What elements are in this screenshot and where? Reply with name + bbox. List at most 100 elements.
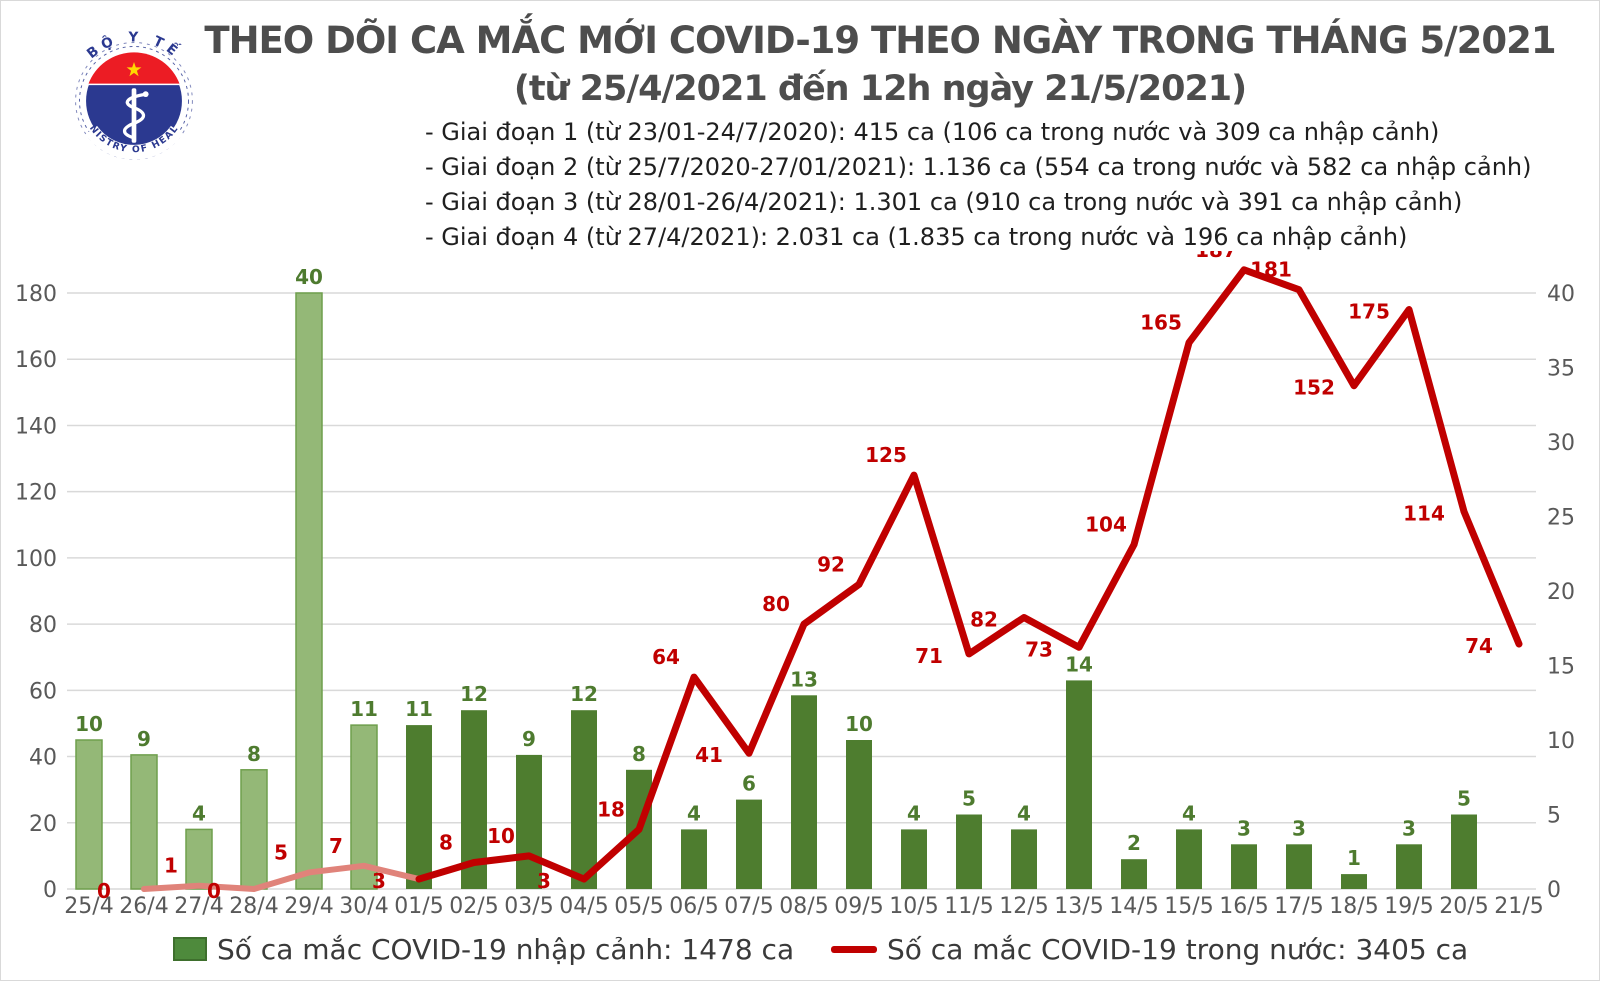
bar-value-label-25/4: 10 [75,712,103,736]
line-value-label-09/5: 92 [817,552,845,576]
bar-value-label-17/5: 3 [1292,816,1306,840]
line-value-label-19/5: 175 [1348,300,1390,324]
line-value-label-21/5: 74 [1465,634,1493,658]
bar-25/4 [75,739,103,890]
line-value-label-26/4: 0 [97,879,111,903]
line-value-label-11/5: 71 [915,644,943,668]
line-value-label-29/4: 5 [274,840,288,864]
bar-07/5 [736,799,762,889]
phase-3-note: - Giai đoạn 3 (từ 28/01-26/4/2021): 1.30… [425,188,1463,216]
x-axis-label-25/4: 25/4 [64,894,113,919]
bar-value-label-13/5: 14 [1065,652,1093,676]
bar-value-label-02/5: 12 [460,682,488,706]
line-value-label-12/5: 82 [970,607,998,631]
bar-11/5 [956,814,982,889]
bar-value-label-14/5: 2 [1127,831,1141,855]
right-axis-tick-10: 10 [1547,729,1575,754]
line-value-label-17/5: 181 [1250,258,1292,282]
left-axis-tick-140: 140 [15,414,57,439]
legend-item-imported-cases: Số ca mắc COVID-19 nhập cảnh: 1478 ca [173,927,794,971]
bar-value-label-10/5: 4 [907,801,921,825]
bar-15/5 [1176,829,1202,889]
phase-1-note: - Giai đoạn 1 (từ 23/01-24/7/2020): 415 … [425,118,1440,146]
legend-line-swatch-icon [831,945,877,953]
x-axis-label-29/4: 29/4 [284,894,333,919]
bar-12/5 [1011,829,1037,889]
bar-value-label-28/4: 8 [247,742,261,766]
line-value-label-16/5: 187 [1195,251,1237,262]
bar-14/5 [1121,859,1147,889]
line-domestic-april-segment [141,862,422,892]
logo-radiating-arcs-outer [75,42,193,160]
legend-bar-swatch-icon [173,937,207,961]
logo-star-icon [126,62,142,77]
left-axis-tick-120: 120 [15,481,57,506]
legend-item-domestic-cases: Số ca mắc COVID-19 trong nước: 3405 ca [831,927,1468,971]
bar-27/4 [185,828,213,890]
x-axis-label-08/5: 08/5 [779,894,828,919]
page-title: THEO DÕI CA MẮC MỚI COVID-19 THEO NGÀY T… [204,19,1556,62]
phase-4-note: - Giai đoạn 4 (từ 27/4/2021): 2.031 ca (… [425,223,1408,251]
x-axis-label-11/5: 11/5 [944,894,993,919]
bar-04/5 [571,710,597,889]
line-value-label-15/5: 165 [1140,311,1182,335]
x-axis-label-15/5: 15/5 [1164,894,1213,919]
bar-value-label-29/4: 40 [295,265,323,289]
x-axis-label-01/5: 01/5 [394,894,443,919]
x-axis-label-09/5: 09/5 [834,894,883,919]
bar-30/4 [350,724,378,890]
left-axis-tick-160: 160 [15,348,57,373]
bar-09/5 [846,740,872,889]
right-axis-tick-5: 5 [1547,804,1561,829]
bar-value-label-12/5: 4 [1017,801,1031,825]
line-value-label-04/5: 3 [537,869,551,893]
line-value-label-06/5: 64 [652,645,680,669]
logo-snake-icon [122,92,149,140]
line-value-label-10/5: 125 [865,443,907,467]
left-axis-tick-20: 20 [29,812,57,837]
bar-value-label-20/5: 5 [1457,787,1471,811]
bar-value-label-30/4: 11 [350,697,378,721]
right-axis-tick-30: 30 [1547,431,1575,456]
right-axis-tick-0: 0 [1547,878,1561,903]
x-axis-label-17/5: 17/5 [1274,894,1323,919]
x-axis-label-21/5: 21/5 [1494,894,1543,919]
right-axis-tick-20: 20 [1547,580,1575,605]
bar-value-label-01/5: 11 [405,697,433,721]
line-value-label-07/5: 41 [695,743,723,767]
line-value-label-01/5: 3 [372,869,386,893]
x-axis-label-20/5: 20/5 [1439,894,1488,919]
phase-notes: - Giai đoạn 1 (từ 23/01-24/7/2020): 415 … [425,115,1531,255]
bar-16/5 [1231,844,1257,889]
x-axis-label-28/4: 28/4 [229,894,278,919]
bar-value-label-11/5: 5 [962,787,976,811]
bar-17/5 [1286,844,1312,889]
x-axis-label-19/5: 19/5 [1384,894,1433,919]
chart-legend: Số ca mắc COVID-19 nhập cảnh: 1478 ca Số… [1,927,1599,971]
line-value-label-30/4: 7 [329,834,343,858]
bar-29/4 [295,292,323,890]
bar-value-label-07/5: 6 [742,772,756,796]
bar-value-label-09/5: 10 [845,712,873,736]
bar-value-label-06/5: 4 [687,801,701,825]
bar-18/5 [1341,874,1367,889]
line-value-label-13/5: 73 [1025,637,1053,661]
line-value-label-27/4: 1 [164,854,178,878]
line-value-label-08/5: 80 [762,592,790,616]
line-value-label-03/5: 10 [487,824,515,848]
line-domestic-may-segment [415,266,1523,883]
bar-value-label-15/5: 4 [1182,801,1196,825]
x-axis-label-02/5: 02/5 [449,894,498,919]
bar-value-label-19/5: 3 [1402,816,1416,840]
x-axis-label-16/5: 16/5 [1219,894,1268,919]
logo-radiating-arcs [79,45,189,156]
legend-line-label: Số ca mắc COVID-19 trong nước: 3405 ca [887,932,1469,966]
line-value-label-20/5: 114 [1403,502,1445,526]
x-axis-label-18/5: 18/5 [1329,894,1378,919]
bar-10/5 [901,829,927,889]
x-axis-label-03/5: 03/5 [504,894,553,919]
phase-2-note: - Giai đoạn 2 (từ 25/7/2020-27/01/2021):… [425,153,1532,181]
line-value-label-18/5: 152 [1293,376,1335,400]
bar-26/4 [130,754,158,890]
